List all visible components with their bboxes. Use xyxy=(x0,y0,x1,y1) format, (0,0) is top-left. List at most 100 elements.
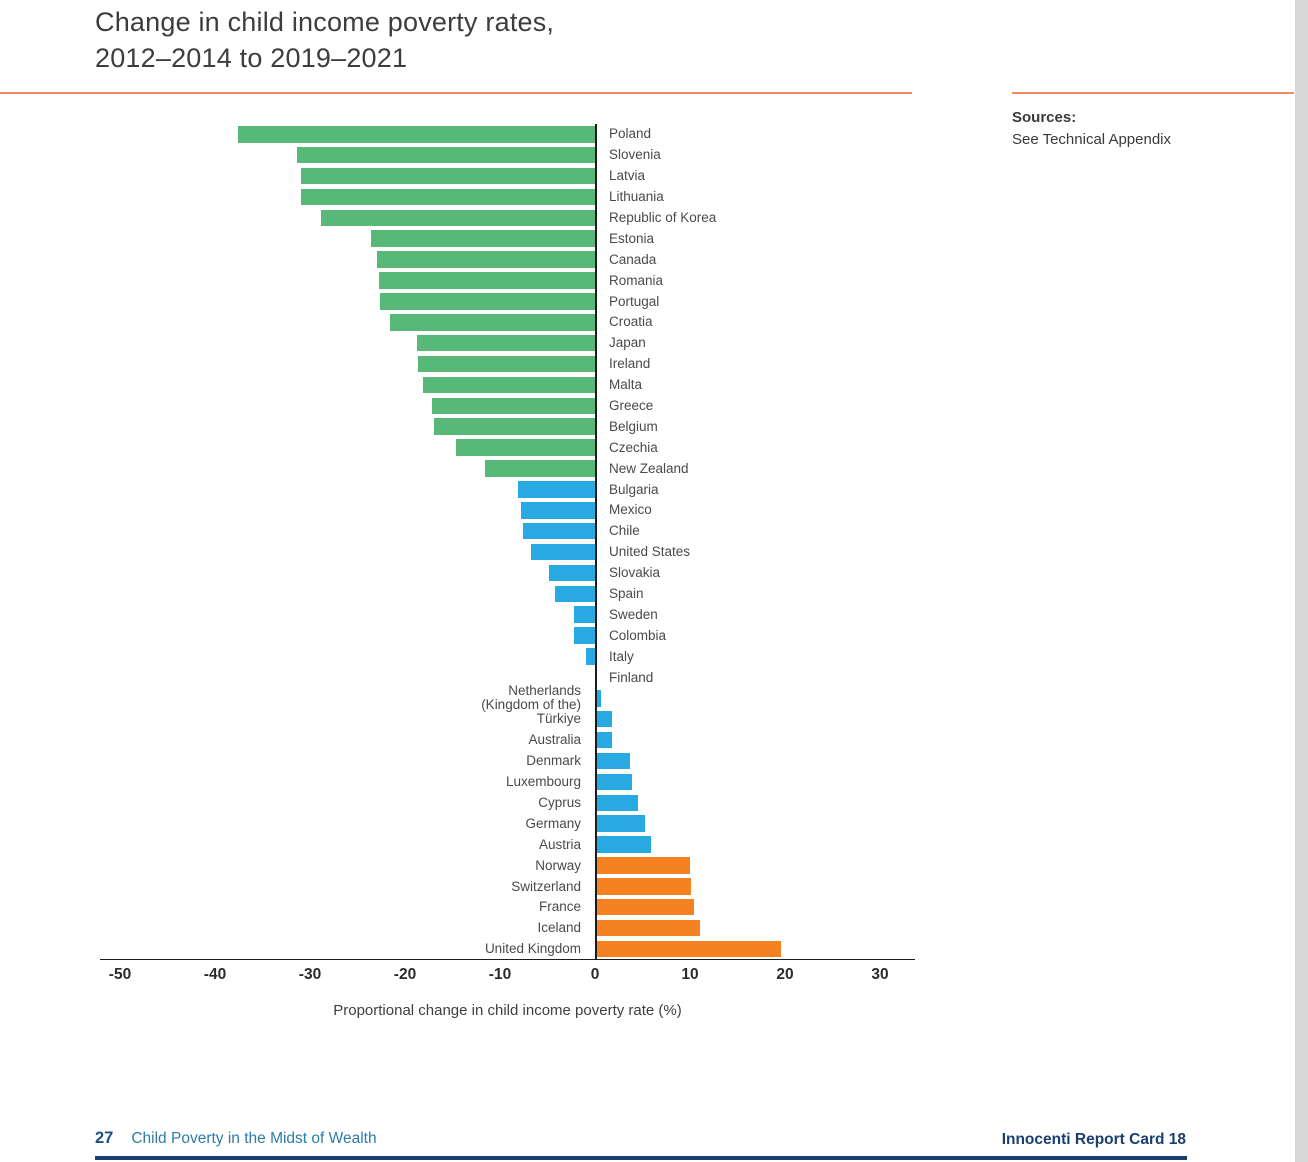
x-tick-label: 30 xyxy=(871,966,889,983)
bar-label-poland: Poland xyxy=(609,126,652,142)
bar-row: Lithuania xyxy=(100,187,915,208)
bar-mexico xyxy=(520,502,595,519)
bar-romania xyxy=(379,272,595,289)
sources-text: See Technical Appendix xyxy=(1012,131,1172,148)
divider-line-left xyxy=(0,92,912,94)
bar-poland xyxy=(237,126,595,143)
bar-label-netherlands: Netherlands (Kingdom of the) xyxy=(481,683,581,713)
bar-label-czechia: Czechia xyxy=(609,439,658,455)
bar-czechia xyxy=(456,439,595,456)
bar-row: Slovakia xyxy=(100,563,915,584)
page-title: Change in child income poverty rates, 20… xyxy=(95,4,554,76)
bar-spain xyxy=(555,585,595,603)
bar-row: Romania xyxy=(100,270,915,291)
x-tick-label: -50 xyxy=(108,966,132,983)
bar-latvia xyxy=(300,167,595,185)
bar-cyprus xyxy=(595,794,638,811)
bar-label-belgium: Belgium xyxy=(609,418,658,434)
bar-row: Malta xyxy=(100,375,915,396)
bar-label-italy: Italy xyxy=(609,648,634,664)
bar-label-chile: Chile xyxy=(609,523,640,539)
bar-row: Bulgaria xyxy=(100,479,915,500)
bar-row: New Zealand xyxy=(100,458,915,479)
bar-chile xyxy=(522,522,595,540)
bar-row: Spain xyxy=(100,584,915,605)
bar-united-states xyxy=(531,543,595,561)
bar-row: Finland xyxy=(100,667,915,688)
plot-area: Poland Slovenia Latvia Lithuania Republic of… xyxy=(100,124,915,960)
bar-colombia xyxy=(574,627,595,644)
bar-germany xyxy=(595,815,646,832)
bar-sweden xyxy=(574,606,595,623)
bar-row: Switzerland xyxy=(100,876,915,897)
bar-label-romania: Romania xyxy=(609,272,664,288)
bar-switzerland xyxy=(595,878,691,895)
bar-label-norway: Norway xyxy=(535,857,581,873)
bar-label-malta: Malta xyxy=(609,377,643,393)
bar-row: Australia xyxy=(100,730,915,751)
bar-republic-of-korea xyxy=(321,209,595,227)
bar-row: Germany xyxy=(100,813,915,834)
bar-greece xyxy=(431,397,595,415)
sources-block: Sources: See Technical Appendix xyxy=(1012,107,1171,151)
bar-row: Slovenia xyxy=(100,145,915,166)
bar-row: United States xyxy=(100,542,915,563)
bar-luxembourg xyxy=(595,773,633,791)
bar-label-switzerland: Switzerland xyxy=(511,878,581,894)
bar-iceland xyxy=(595,919,700,937)
bar-label-t-rkiye: Türkiye xyxy=(536,711,581,727)
page-edge-strip xyxy=(1295,0,1308,1162)
bar-row: Mexico xyxy=(100,500,915,521)
bar-slovenia xyxy=(296,146,595,164)
bar-portugal xyxy=(380,293,595,310)
bar-new-zealand xyxy=(484,460,595,477)
bar-row: Japan xyxy=(100,333,915,354)
bar-slovakia xyxy=(549,564,595,582)
bar-austria xyxy=(595,836,652,853)
sources-heading: Sources: xyxy=(1012,109,1077,126)
bar-label-spain: Spain xyxy=(609,586,644,602)
bar-row: Republic of Korea xyxy=(100,208,915,229)
bar-label-united-kingdom: United Kingdom xyxy=(484,941,581,957)
bar-t-rkiye xyxy=(595,710,613,728)
bar-row: Türkiye xyxy=(100,709,915,730)
bar-row: Croatia xyxy=(100,312,915,333)
footer-rule xyxy=(95,1156,1187,1160)
bar-label-colombia: Colombia xyxy=(609,627,667,643)
x-tick-label: -30 xyxy=(298,966,322,983)
x-tick-label: 0 xyxy=(590,966,600,983)
bar-row: United Kingdom xyxy=(100,939,915,960)
bar-label-sweden: Sweden xyxy=(609,606,658,622)
bar-label-ireland: Ireland xyxy=(609,356,651,372)
bar-row: Cyprus xyxy=(100,793,915,814)
bar-france xyxy=(595,898,694,916)
bar-row: Greece xyxy=(100,396,915,417)
bar-bulgaria xyxy=(518,481,595,498)
divider-line-right xyxy=(1012,92,1294,94)
bar-label-croatia: Croatia xyxy=(609,314,653,330)
bar-australia xyxy=(595,731,613,749)
bar-label-slovakia: Slovakia xyxy=(609,565,661,581)
bar-row: Norway xyxy=(100,855,915,876)
x-tick-label: -20 xyxy=(393,966,417,983)
bar-label-iceland: Iceland xyxy=(537,920,581,936)
bar-row: Belgium xyxy=(100,416,915,437)
bar-ireland xyxy=(418,355,595,373)
bar-row: Latvia xyxy=(100,166,915,187)
report-title: Child Poverty in the Midst of Wealth xyxy=(131,1130,377,1147)
bar-row: Sweden xyxy=(100,604,915,625)
bar-netherlands xyxy=(595,690,601,707)
bar-label-luxembourg: Luxembourg xyxy=(505,774,581,790)
bar-label-japan: Japan xyxy=(609,335,646,351)
bar-label-united-states: United States xyxy=(609,544,691,560)
x-tick-label: 10 xyxy=(681,966,699,983)
bar-label-finland: Finland xyxy=(609,669,654,685)
x-axis-label: Proportional change in child income pove… xyxy=(333,1002,682,1019)
bar-label-france: France xyxy=(538,899,581,915)
bar-label-australia: Australia xyxy=(528,732,581,748)
bar-row: Denmark xyxy=(100,751,915,772)
x-tick-label: -10 xyxy=(488,966,512,983)
bar-row: Colombia xyxy=(100,625,915,646)
bar-label-new-zealand: New Zealand xyxy=(609,460,689,476)
bar-label-lithuania: Lithuania xyxy=(609,189,664,205)
